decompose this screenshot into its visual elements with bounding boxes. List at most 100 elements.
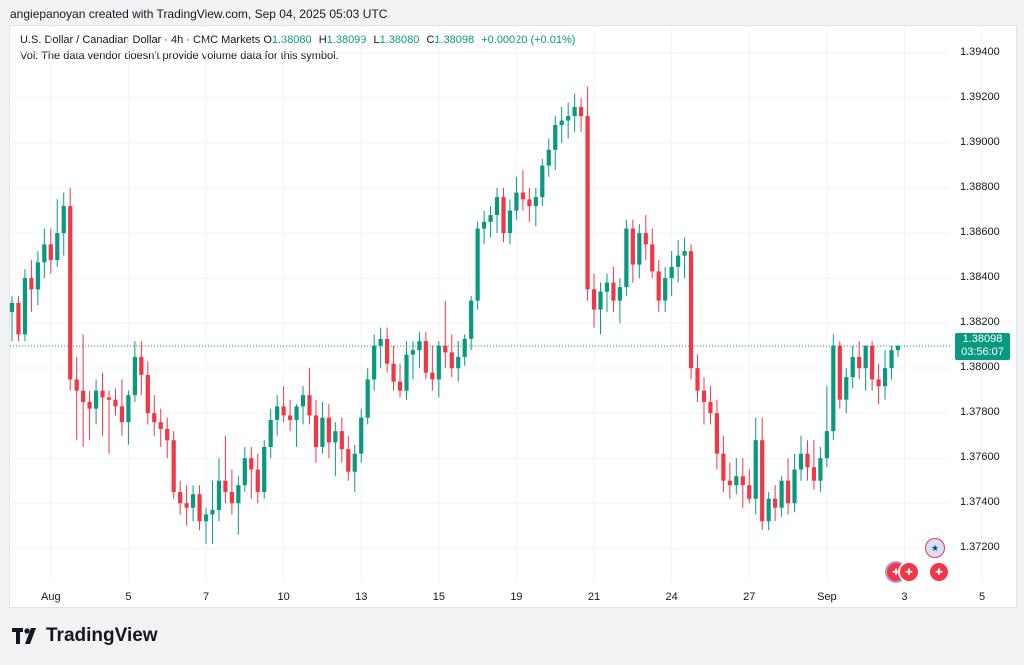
candle-body: [417, 341, 422, 351]
candle-body: [178, 491, 183, 504]
candle-body: [287, 415, 293, 420]
candle-body: [165, 428, 170, 441]
candle-body: [359, 417, 364, 454]
candle-body: [462, 338, 467, 357]
last-price-value: 1.38098: [962, 333, 1003, 345]
candle-body: [281, 406, 286, 416]
time-tick-label: 5: [979, 591, 986, 603]
candle-body: [585, 116, 590, 290]
candle-body: [210, 509, 215, 515]
candle-body: [831, 345, 836, 432]
candle-body: [475, 228, 480, 301]
candle-body: [275, 406, 280, 420]
candle-body: [9, 302, 15, 312]
last-price-tag: 1.38098 03:56:07: [955, 333, 1010, 360]
candle-body: [566, 116, 571, 121]
symbol-title[interactable]: U.S. Dollar / Canadian Dollar · 4h · CMC…: [20, 34, 261, 46]
time-tick-label: 21: [587, 591, 601, 603]
time-tick-label: 15: [432, 591, 445, 603]
candle-body: [410, 350, 416, 355]
price-tick-label: 1.38400: [960, 271, 1000, 284]
time-tick-label: 19: [510, 591, 523, 603]
ohlc-close: C1.38098: [426, 34, 475, 46]
candle-body: [268, 419, 273, 447]
candle-body: [378, 338, 383, 346]
candle-body: [81, 390, 86, 402]
candle-body: [93, 390, 99, 409]
candle-body: [55, 233, 60, 261]
candle-body: [753, 440, 758, 499]
candle-body: [676, 255, 681, 267]
candle-body: [895, 345, 901, 351]
candle-body: [249, 458, 254, 470]
candle-body: [889, 350, 894, 369]
bar-countdown: 03:56:07: [961, 346, 1004, 358]
candle-body: [313, 415, 319, 447]
price-tick-label: 1.38200: [960, 316, 1000, 329]
candle-body: [870, 345, 875, 380]
candle-body: [216, 480, 222, 510]
candle-body: [423, 341, 428, 373]
time-tick-label: 3: [901, 591, 908, 603]
candle-body: [145, 374, 150, 414]
time-tick-label: 10: [277, 591, 290, 603]
candle-body: [798, 453, 804, 470]
candle-body: [637, 233, 642, 265]
candle-body: [42, 244, 47, 263]
candle-body: [171, 440, 176, 492]
candle-body: [779, 480, 784, 508]
candle-body: [262, 446, 267, 492]
candle-body: [701, 390, 707, 402]
candle-body: [714, 413, 720, 454]
candle-body: [391, 363, 396, 382]
us-event-flag-icon[interactable]: ★: [925, 538, 945, 558]
candle-body: [488, 215, 493, 222]
ohlc-open: O1.38080: [263, 34, 312, 46]
candle-body: [850, 356, 855, 378]
candle-body: [559, 120, 564, 126]
candle-body: [863, 345, 868, 369]
candle-body: [436, 345, 441, 380]
candle-body: [300, 395, 306, 407]
candle-body: [695, 368, 700, 391]
ohlc-high: H1.38099: [318, 34, 367, 46]
chart-credit: angiepanoyan created with TradingView.co…: [10, 7, 388, 21]
price-tick-label: 1.39200: [960, 91, 1000, 104]
candle-body: [469, 300, 474, 339]
candle-body: [384, 338, 390, 364]
candle-body: [785, 480, 791, 504]
ca-event-flag-icon[interactable]: ✚: [898, 561, 920, 583]
time-tick-label: 24: [665, 591, 678, 603]
time-tick-label: Aug: [41, 591, 61, 603]
candle-body: [397, 381, 403, 391]
candle-body: [553, 125, 558, 150]
candle-body: [449, 352, 454, 369]
candle-body: [126, 395, 131, 423]
candle-body: [74, 379, 79, 391]
price-tick-label: 1.37800: [960, 406, 1000, 419]
tradingview-logo[interactable]: TradingView: [12, 625, 158, 647]
candle-body: [747, 485, 752, 499]
candle-body: [307, 395, 312, 416]
time-tick-label: Sep: [817, 591, 837, 603]
price-tick-label: 1.37600: [960, 451, 1000, 464]
candle-body: [727, 480, 732, 486]
candle-body: [236, 485, 241, 504]
candle-body: [837, 345, 842, 400]
candle-body: [68, 206, 73, 380]
candle-body: [352, 453, 357, 472]
candle-body: [339, 431, 344, 450]
candle-body: [132, 356, 137, 396]
ca-event-flag-icon[interactable]: ✚: [928, 561, 950, 583]
chart-frame[interactable]: [9, 25, 1017, 608]
candle-body: [229, 491, 234, 504]
candle-body: [494, 197, 500, 216]
candle-body: [604, 282, 610, 292]
symbol-legend: U.S. Dollar / Canadian Dollar · 4h · CMC…: [20, 34, 579, 46]
candle-body: [443, 345, 448, 353]
candle-body: [792, 469, 797, 504]
candle-body: [624, 228, 629, 288]
candle-body: [818, 458, 823, 481]
price-tick-label: 1.37200: [960, 541, 1000, 554]
